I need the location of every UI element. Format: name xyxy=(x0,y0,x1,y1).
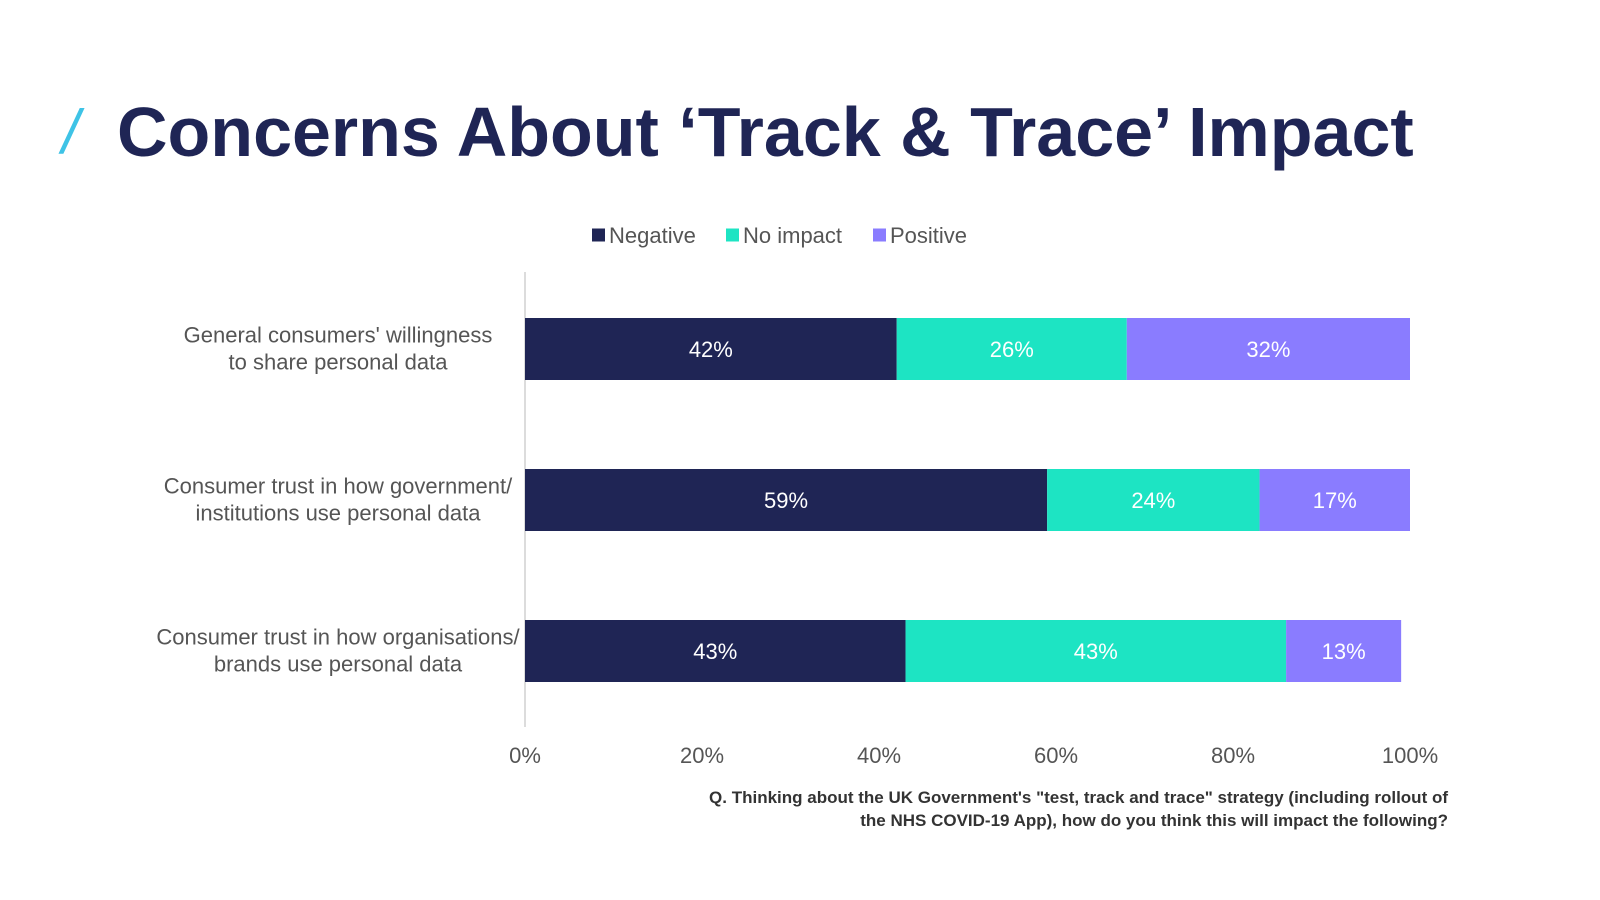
x-tick-label-2: 40% xyxy=(857,743,901,768)
legend-swatch-no-impact xyxy=(726,228,739,242)
category-label-0-line-0: General consumers' willingness xyxy=(184,323,493,348)
x-tick-label-5: 100% xyxy=(1382,743,1438,768)
x-tick-label-4: 80% xyxy=(1211,743,1255,768)
category-label-2-line-1: brands use personal data xyxy=(214,652,463,677)
survey-question-footnote: Q. Thinking about the UK Government's "t… xyxy=(709,788,1448,830)
bar-negative-2 xyxy=(525,620,906,682)
data-label-no-impact-1: 24% xyxy=(1131,488,1175,513)
category-label-1-line-0: Consumer trust in how government/ xyxy=(164,474,513,499)
legend-label-positive: Positive xyxy=(890,223,967,248)
bar-no-impact-2 xyxy=(905,620,1287,682)
title-slash-decoration: / xyxy=(62,98,80,167)
x-tick-label-3: 60% xyxy=(1034,743,1078,768)
legend-label-negative: Negative xyxy=(609,223,696,248)
data-label-no-impact-2: 43% xyxy=(1074,639,1118,664)
x-tick-label-1: 20% xyxy=(680,743,724,768)
legend-swatch-positive xyxy=(873,228,886,242)
page-title: Concerns About ‘Track & Trace’ Impact xyxy=(117,93,1414,171)
x-tick-label-0: 0% xyxy=(509,743,541,768)
data-label-positive-1: 17% xyxy=(1313,488,1357,513)
data-label-negative-2: 43% xyxy=(693,639,737,664)
bar-no-impact-0 xyxy=(896,318,1127,380)
category-label-2-line-0: Consumer trust in how organisations/ xyxy=(156,625,520,650)
bar-positive-1 xyxy=(1259,469,1410,531)
bar-negative-1 xyxy=(525,469,1048,531)
data-label-negative-0: 42% xyxy=(689,337,733,362)
bar-positive-0 xyxy=(1126,318,1410,380)
category-label-0-line-1: to share personal data xyxy=(229,350,449,375)
data-label-positive-2: 13% xyxy=(1322,639,1366,664)
data-label-no-impact-0: 26% xyxy=(990,337,1034,362)
bar-no-impact-1 xyxy=(1047,469,1260,531)
data-label-positive-0: 32% xyxy=(1246,337,1290,362)
bar-positive-2 xyxy=(1286,620,1402,682)
legend-swatch-negative xyxy=(592,228,605,242)
category-label-1-line-1: institutions use personal data xyxy=(196,501,482,526)
legend-label-no-impact: No impact xyxy=(743,223,842,248)
data-label-negative-1: 59% xyxy=(764,488,808,513)
bar-negative-0 xyxy=(525,318,897,380)
